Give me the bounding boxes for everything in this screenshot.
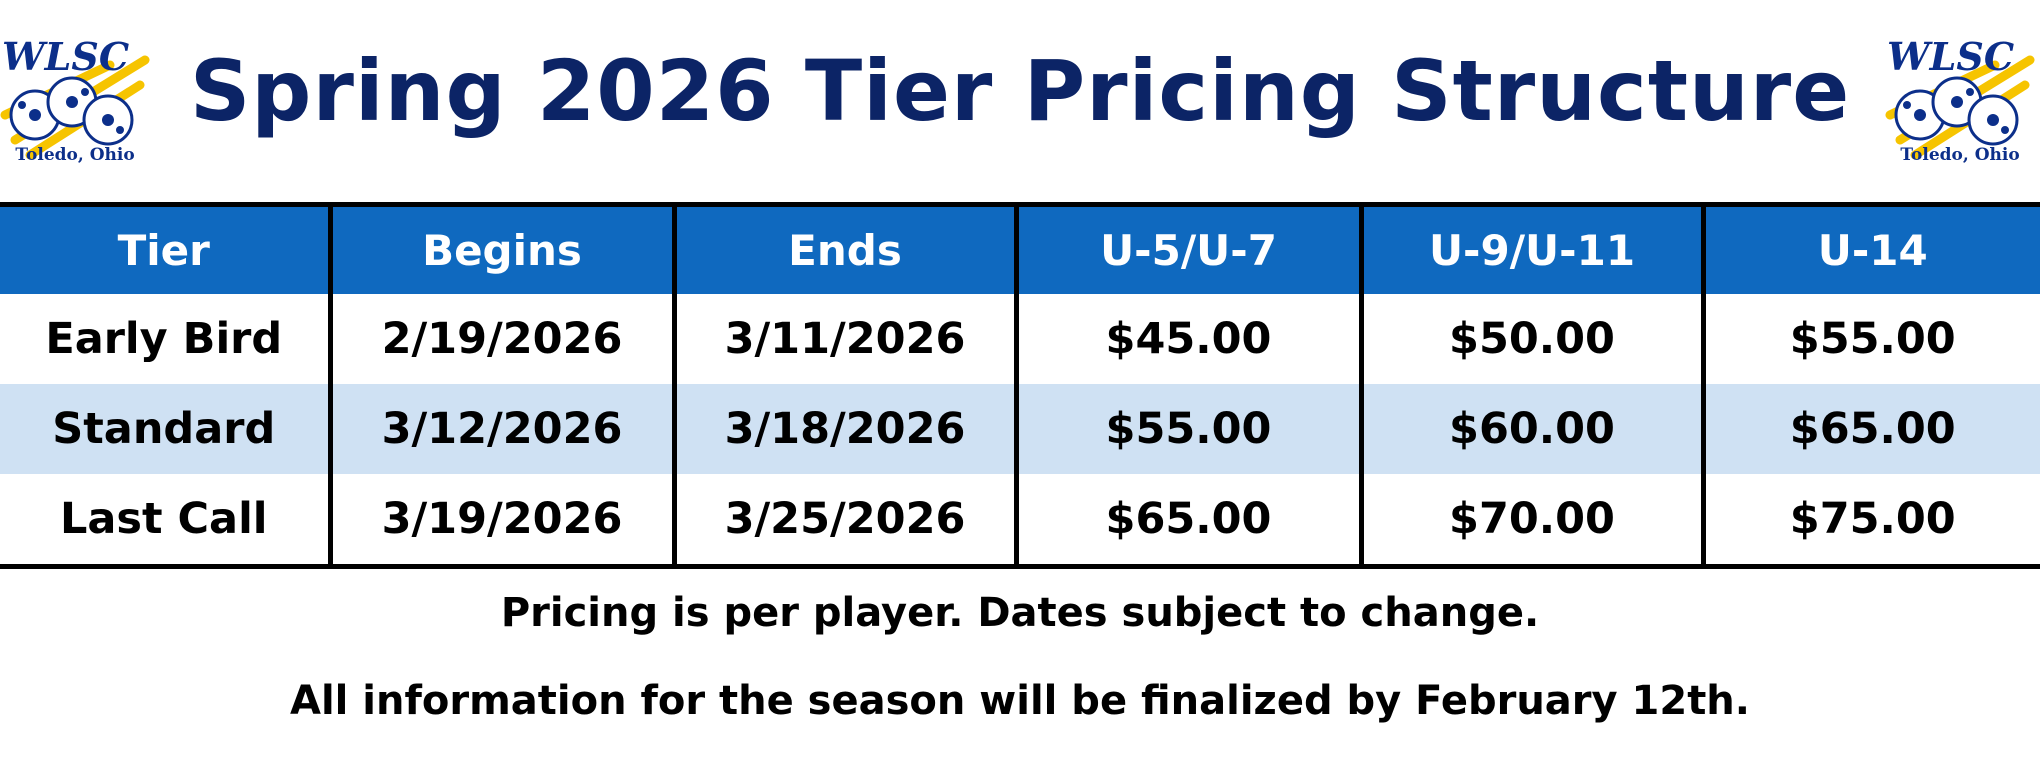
table-cell: $45.00 xyxy=(1013,294,1361,384)
svg-text:Toledo, Ohio: Toledo, Ohio xyxy=(1900,145,2019,165)
table-cell: 3/25/2026 xyxy=(671,474,1016,567)
table-cell: 3/19/2026 xyxy=(327,474,674,567)
table-cell: $55.00 xyxy=(1013,384,1361,474)
table-cell: Standard xyxy=(0,384,330,474)
column-header: U-9/U-11 xyxy=(1358,204,1703,294)
pricing-table: Tier Begins Ends U-5/U-7 U-9/U-11 U-14 E… xyxy=(0,202,2040,569)
table-row: Early Bird 2/19/2026 3/11/2026 $45.00 $5… xyxy=(0,294,2040,384)
finalization-note: All information for the season will be f… xyxy=(290,678,1750,724)
table-cell: $55.00 xyxy=(1700,294,2040,384)
table-cell: $65.00 xyxy=(1700,384,2040,474)
column-header: U-14 xyxy=(1700,204,2040,294)
table-cell: Last Call xyxy=(59,494,268,544)
svg-text:WLSC: WLSC xyxy=(1887,34,2014,79)
table-header-row: Tier Begins Ends U-5/U-7 U-9/U-11 U-14 xyxy=(0,204,2040,294)
table-row: Last Call 3/19/2026 3/25/2026 $65.00 $70… xyxy=(0,474,2040,567)
table-cell: $70.00 xyxy=(1358,474,1703,567)
wlsc-logo: WLSC Toledo, Ohio xyxy=(1885,34,2035,165)
page-title: Spring 2026 Tier Pricing Structure xyxy=(189,42,1851,140)
table-cell: 3/12/2026 xyxy=(327,384,674,474)
table-cell: 2/19/2026 xyxy=(327,294,674,384)
table-cell: $60.00 xyxy=(1358,384,1703,474)
table-cell: 3/11/2026 xyxy=(671,294,1016,384)
table-cell: $50.00 xyxy=(1358,294,1703,384)
svg-text:Toledo, Ohio: Toledo, Ohio xyxy=(15,145,134,165)
wlsc-logo: WLSC Toledo, Ohio xyxy=(0,34,150,165)
column-header: U-5/U-7 xyxy=(1013,204,1361,294)
table-row: Standard 3/12/2026 3/18/2026 $55.00 $60.… xyxy=(0,384,2040,474)
table-cell: $65.00 xyxy=(1013,474,1361,567)
table-cell: 3/18/2026 xyxy=(671,384,1016,474)
column-header: Begins xyxy=(327,204,674,294)
column-header: Ends xyxy=(671,204,1016,294)
table-cell: Early Bird xyxy=(45,314,283,364)
pricing-note: Pricing is per player. Dates subject to … xyxy=(500,590,1540,636)
svg-text:WLSC: WLSC xyxy=(2,34,129,79)
table-cell: $75.00 xyxy=(1700,474,2040,567)
column-header: Tier xyxy=(0,204,330,294)
